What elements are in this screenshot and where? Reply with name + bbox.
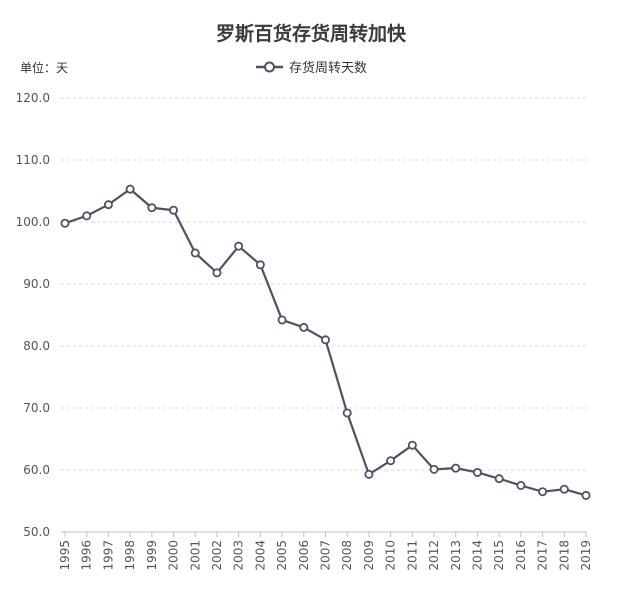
data-point[interactable]: [255, 260, 265, 270]
x-tick-label: 2017: [536, 540, 550, 571]
y-tick-label: 50.0: [23, 525, 50, 539]
y-tick-label: 70.0: [23, 401, 50, 415]
legend[interactable]: 存货周转天数: [256, 60, 367, 76]
data-point[interactable]: [60, 218, 70, 228]
x-tick-label: 2007: [319, 540, 333, 571]
x-tick-label: 2004: [253, 540, 267, 571]
x-tick-label: 1997: [101, 540, 115, 571]
x-tick-label: 2002: [210, 540, 224, 571]
data-point[interactable]: [103, 200, 113, 210]
series-layer: [60, 184, 591, 500]
data-point[interactable]: [538, 487, 548, 497]
x-tick-label: 2000: [167, 540, 181, 571]
data-point[interactable]: [147, 203, 157, 213]
x-tick-label: 1999: [145, 540, 159, 571]
data-point[interactable]: [429, 464, 439, 474]
y-tick-label: 100.0: [16, 215, 50, 229]
x-axis: 1995 1996 1997 1998 1999 2000 2001 2002 2003 2004…: [58, 532, 593, 571]
x-tick-label: 2016: [514, 540, 528, 571]
x-tick-label: 2009: [362, 540, 376, 571]
x-tick-label: 1995: [58, 540, 72, 571]
y-tick-label: 90.0: [23, 277, 50, 291]
x-tick-label: 2018: [557, 540, 571, 571]
x-tick-label: 2015: [492, 540, 506, 571]
data-point[interactable]: [212, 268, 222, 278]
data-point[interactable]: [277, 315, 287, 325]
data-point[interactable]: [342, 408, 352, 418]
data-point[interactable]: [169, 205, 179, 215]
x-tick-label: 2005: [275, 540, 289, 571]
data-point[interactable]: [364, 469, 374, 479]
x-tick-label: 1998: [123, 540, 137, 571]
y-tick-label: 120.0: [16, 91, 50, 105]
data-point[interactable]: [82, 211, 92, 221]
x-tick-label: 2008: [340, 540, 354, 571]
data-point[interactable]: [559, 484, 569, 494]
data-point[interactable]: [516, 480, 526, 490]
data-point[interactable]: [581, 490, 591, 500]
y-axis: 50.0 60.0 70.0 80.0 90.0 100.0 110.0 120.0: [16, 91, 50, 539]
data-point[interactable]: [190, 248, 200, 258]
y-tick-label: 80.0: [23, 339, 50, 353]
x-tick-label: 2011: [405, 540, 419, 571]
legend-marker-icon: [264, 61, 275, 73]
x-tick-label: 2014: [470, 540, 484, 571]
x-tick-label: 2006: [297, 540, 311, 571]
data-point[interactable]: [234, 241, 244, 251]
x-tick-label: 2010: [384, 540, 398, 571]
x-tick-label: 2012: [427, 540, 441, 571]
data-point[interactable]: [494, 474, 504, 484]
x-tick-label: 1996: [80, 540, 94, 571]
x-tick-label: 2003: [232, 540, 246, 571]
x-tick-label: 2013: [449, 540, 463, 571]
x-tick-label: 2019: [579, 540, 593, 571]
data-point[interactable]: [125, 184, 135, 194]
x-tick-label: 2001: [188, 540, 202, 571]
y-tick-label: 110.0: [16, 153, 50, 167]
data-point[interactable]: [320, 335, 330, 345]
unit-label: 单位：天: [20, 60, 68, 75]
legend-label: 存货周转天数: [289, 60, 367, 76]
data-point[interactable]: [407, 440, 417, 450]
data-point[interactable]: [386, 456, 396, 466]
data-point[interactable]: [299, 322, 309, 332]
data-point[interactable]: [472, 467, 482, 477]
data-point[interactable]: [451, 463, 461, 473]
y-tick-label: 60.0: [23, 463, 50, 477]
gridlines: [61, 97, 586, 533]
chart-title: 罗斯百货存货周转加快: [216, 22, 407, 45]
